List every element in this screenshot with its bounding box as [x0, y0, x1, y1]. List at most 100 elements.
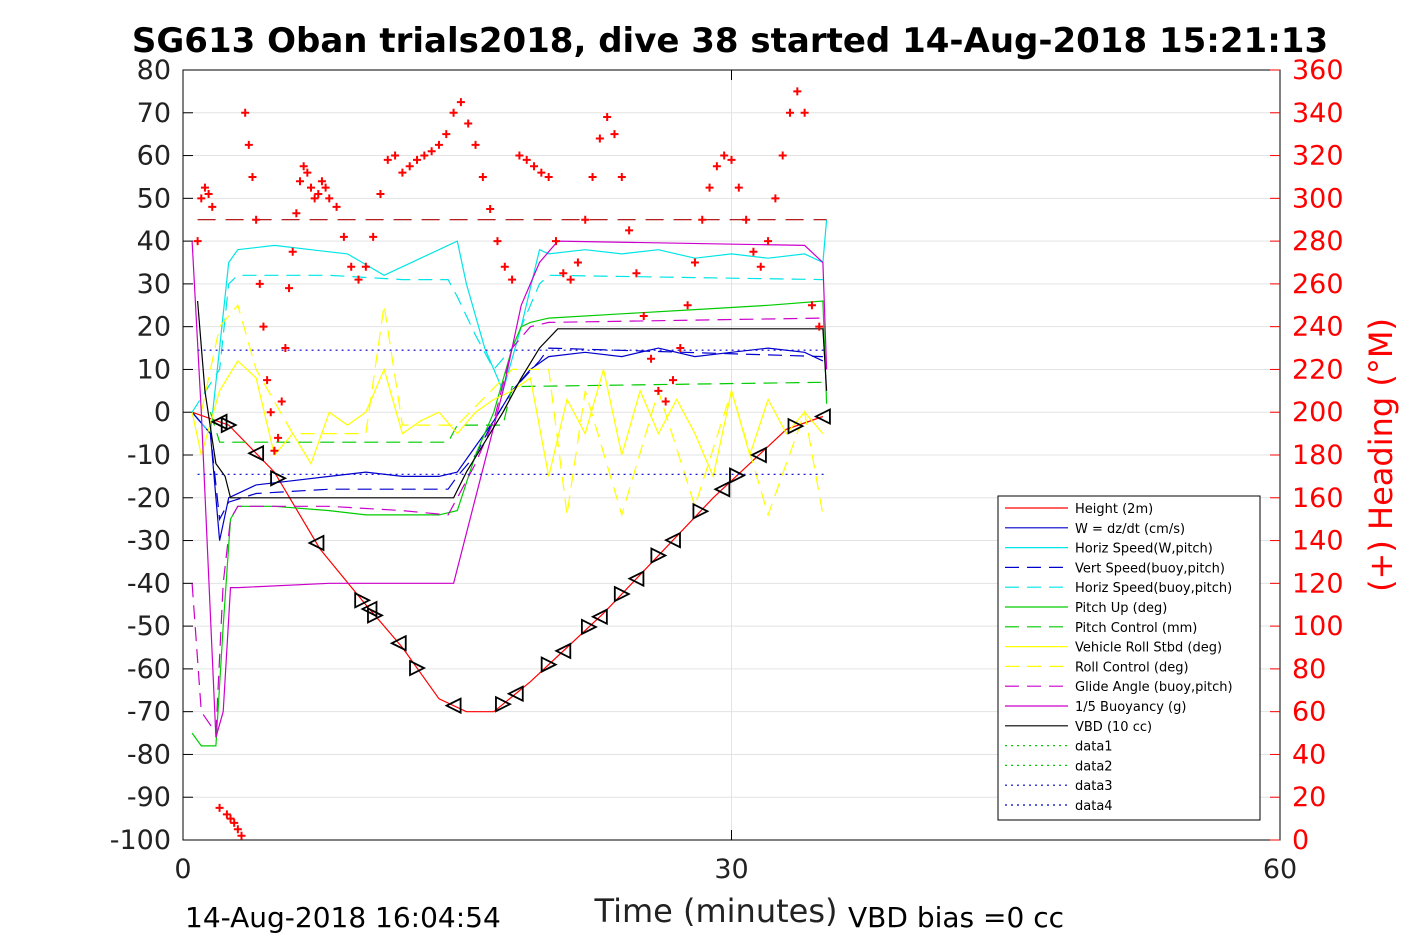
heading-point-99	[800, 108, 809, 117]
x-axis-ticks: 0 30 60	[174, 70, 1297, 885]
heading-point-61	[522, 155, 531, 164]
heading-point-39	[361, 262, 370, 271]
triangle-marker-23	[729, 467, 746, 484]
triangle-marker-0	[210, 413, 228, 431]
triangle-marker-2	[247, 444, 265, 462]
y-tick-label-1: 70	[137, 98, 171, 129]
heading-point-30	[310, 194, 319, 203]
heading-point-53	[464, 119, 473, 128]
y-tick-label-9: -10	[127, 440, 171, 471]
heading-point-66	[559, 269, 568, 278]
series-layer	[191, 219, 828, 747]
heading-point-21	[277, 397, 286, 406]
heading-point-73	[610, 130, 619, 139]
heading-point-54	[471, 140, 480, 149]
series-line-10	[191, 240, 828, 738]
heading-point-23	[285, 284, 294, 293]
heading-point-27	[299, 162, 308, 171]
y-right-tick-label-11: 140	[1292, 526, 1344, 557]
heading-point-32	[317, 177, 326, 186]
footer-timestamp: 14-Aug-2018 16:04:54	[185, 901, 501, 934]
y-tick-label-15: -70	[127, 697, 171, 728]
y-right-tick-label-12: 120	[1292, 568, 1344, 599]
y-right-tick-label-0: 360	[1292, 55, 1344, 86]
heading-point-77	[639, 311, 648, 320]
y-right-tick-label-18: 0	[1292, 825, 1309, 856]
triangle-marker-9	[409, 659, 427, 677]
triangle-marker-25	[787, 417, 805, 435]
triangle-marker-20	[663, 531, 681, 549]
y-right-tick-label-9: 180	[1292, 440, 1344, 471]
heading-point-33	[321, 183, 330, 192]
triangle-marker-12	[506, 685, 524, 703]
legend-label-15: data4	[1075, 799, 1113, 814]
heading-point-37	[347, 262, 356, 271]
series-line-3	[191, 347, 823, 522]
heading-point-45	[405, 162, 414, 171]
heading-point-18	[266, 408, 275, 417]
y-right-tick-label-17: 20	[1292, 782, 1326, 813]
triangle-marker-18	[627, 570, 645, 588]
heading-point-94	[764, 237, 773, 246]
triangle-marker-6	[360, 600, 378, 618]
heading-point-67	[566, 275, 575, 284]
heading-point-64	[544, 172, 553, 181]
y-right-tick-label-13: 100	[1292, 611, 1344, 642]
heading-point-75	[625, 226, 634, 235]
heading-point-78	[647, 354, 656, 363]
heading-point-68	[573, 258, 582, 267]
triangle-marker-4	[307, 534, 325, 552]
heading-point-41	[376, 190, 385, 199]
heading-point-35	[332, 202, 341, 211]
heading-point-95	[771, 194, 780, 203]
marker-layer	[210, 408, 831, 715]
y-tick-label-3: 50	[137, 183, 171, 214]
x-tick-label-2: 60	[1263, 854, 1297, 885]
series-line-7	[191, 359, 824, 479]
heading-point-84	[690, 258, 699, 267]
heading-point-101	[815, 322, 824, 331]
legend-label-4: Horiz Speed(buoy,pitch)	[1075, 581, 1232, 596]
heading-point-38	[354, 275, 363, 284]
legend-label-3: Vert Speed(buoy,pitch)	[1075, 561, 1225, 576]
heading-point-81	[668, 376, 677, 385]
heading-point-51	[449, 108, 458, 117]
heading-point-20	[274, 433, 283, 442]
y-tick-label-17: -90	[127, 782, 171, 813]
series-line-5	[191, 300, 828, 747]
heading-point-43	[391, 151, 400, 160]
heading-point-52	[456, 98, 465, 107]
triangle-marker-22	[713, 480, 731, 498]
y-tick-label-7: 10	[137, 354, 171, 385]
y-right-tick-label-10: 160	[1292, 483, 1344, 514]
heading-point-86	[705, 183, 714, 192]
triangle-marker-15	[580, 618, 598, 636]
heading-point-65	[551, 237, 560, 246]
heading-point-82	[676, 344, 685, 353]
heading-point-58	[500, 262, 509, 271]
y-right-tick-label-8: 200	[1292, 397, 1344, 428]
triangle-marker-13	[540, 656, 558, 674]
y-tick-label-0: 80	[137, 55, 171, 86]
heading-point-1	[197, 194, 206, 203]
series-line-6	[209, 381, 823, 443]
heading-point-14	[252, 215, 261, 224]
triangle-marker-7	[367, 606, 384, 624]
triangle-marker-3	[270, 469, 288, 487]
heading-point-97	[786, 108, 795, 117]
heading-point-11	[241, 108, 250, 117]
heading-point-69	[581, 215, 590, 224]
y-tick-label-13: -50	[127, 611, 171, 642]
y-right-tick-label-15: 60	[1292, 697, 1326, 728]
legend-label-8: Roll Control (deg)	[1075, 660, 1189, 675]
heading-point-4	[208, 202, 217, 211]
heading-point-28	[303, 168, 312, 177]
footer-vbd-bias: VBD bias =0 cc	[848, 901, 1064, 934]
heading-point-70	[588, 172, 597, 181]
heading-point-80	[661, 397, 670, 406]
y-right-tick-label-5: 260	[1292, 269, 1344, 300]
y-tick-label-14: -60	[127, 654, 171, 685]
y-right-tick-label-1: 340	[1292, 98, 1344, 129]
legend-label-6: Pitch Control (mm)	[1075, 621, 1197, 636]
